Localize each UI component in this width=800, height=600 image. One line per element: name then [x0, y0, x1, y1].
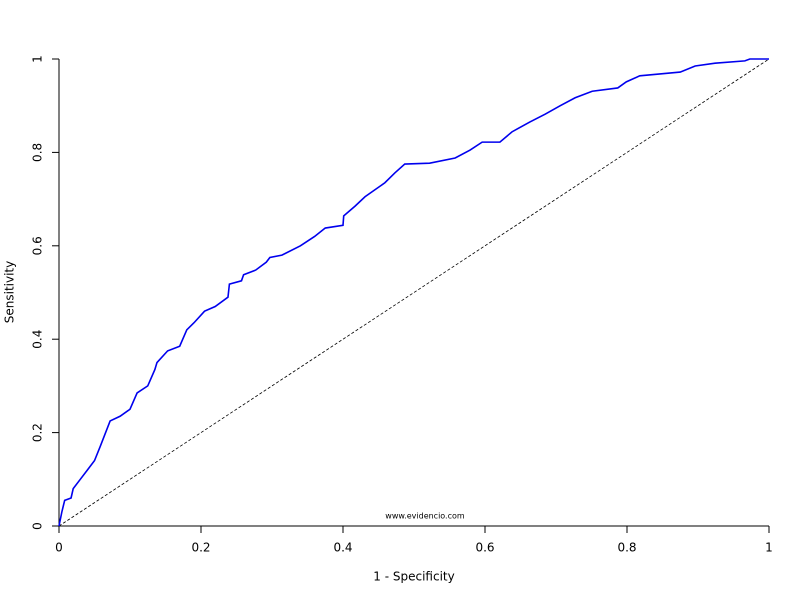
y-tick-label: 0.4 — [31, 330, 45, 349]
x-tick-label: 1 — [765, 541, 773, 555]
x-tick-label: 0.4 — [333, 541, 352, 555]
reference-line — [58, 58, 770, 527]
roc-curve — [58, 58, 769, 527]
y-axis-label: Sensitivity — [3, 261, 17, 323]
x-tick-label: 0.8 — [617, 541, 636, 555]
x-tick-label: 0.6 — [475, 541, 494, 555]
y-tick-label: 1 — [31, 55, 45, 63]
x-axis-label: 1 - Specificity — [373, 570, 454, 584]
x-tick-label: 0 — [55, 541, 63, 555]
annotation: www.evidencio.com — [385, 512, 465, 521]
x-tick-label: 0.2 — [191, 541, 210, 555]
y-tick-label: 0 — [31, 522, 45, 530]
y-tick-label: 0.2 — [31, 423, 45, 442]
y-tick-label: 0.6 — [31, 236, 45, 255]
y-tick-label: 0.8 — [31, 143, 45, 162]
